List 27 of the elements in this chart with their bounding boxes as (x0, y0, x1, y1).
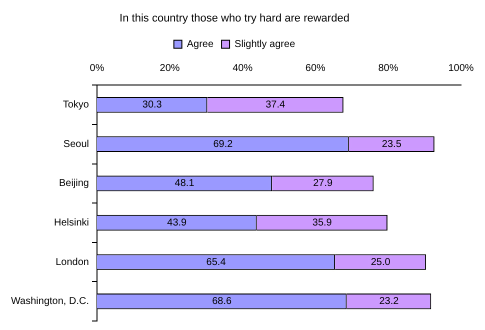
data-label: 65.4 (206, 256, 226, 268)
legend-label: Agree (186, 38, 214, 50)
data-label: 69.2 (213, 138, 234, 150)
y-tick-label: Washington, D.C. (10, 296, 89, 308)
legend-label: Slightly agree (234, 38, 296, 50)
x-tick-label: 100% (448, 62, 474, 74)
y-tick-label: Beijing (58, 178, 89, 190)
chart-title: In this country those who try hard are rewarded (120, 12, 350, 25)
data-label: 35.9 (312, 218, 332, 228)
data-label: 37.4 (266, 100, 286, 111)
y-tick-label: London (56, 256, 89, 268)
x-tick-label: 80% (378, 62, 398, 74)
data-label: 43.9 (167, 218, 188, 228)
data-label: 48.1 (174, 178, 195, 190)
y-tick-label: Helsinki (54, 218, 89, 228)
data-label: 27.9 (313, 178, 334, 190)
data-label: 23.2 (379, 296, 400, 308)
x-tick-label: 40% (232, 62, 253, 74)
data-label: 68.6 (212, 296, 232, 308)
data-label: 25.0 (370, 256, 391, 268)
data-label: 30.3 (142, 100, 162, 111)
data-label: 23.5 (382, 138, 402, 150)
x-tick-label: 0% (90, 62, 104, 74)
y-tick-label: Seoul (63, 138, 89, 150)
x-tick-label: 20% (160, 62, 180, 74)
y-tick-label: Tokyo (62, 100, 90, 111)
x-tick-label: 60% (305, 62, 326, 74)
